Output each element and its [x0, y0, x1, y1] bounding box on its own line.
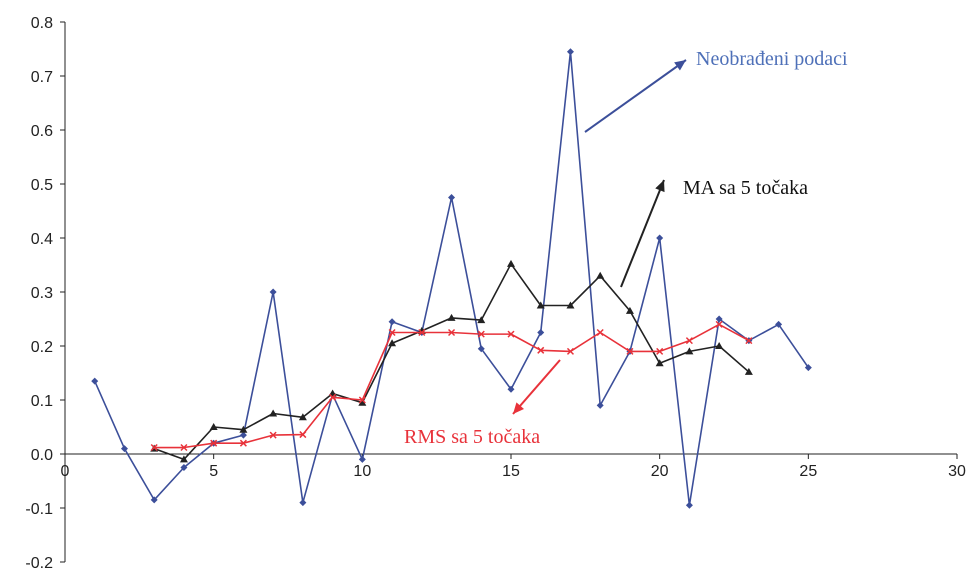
y-tick-label: 0.5: [31, 177, 53, 194]
data-point: [596, 271, 605, 279]
data-point: [566, 301, 575, 309]
data-point: [448, 328, 456, 337]
data-point: [209, 423, 218, 430]
data-point: [239, 425, 248, 433]
data-point: [239, 439, 247, 447]
y-tick-label: 0.0: [31, 447, 53, 464]
annotation-rms: RMS sa 5 točaka: [404, 426, 540, 448]
data-point: [536, 301, 545, 309]
data-point: [625, 306, 634, 314]
data-point: [537, 329, 545, 336]
data-point: [179, 455, 188, 463]
x-tick-label: 5: [209, 463, 218, 480]
data-point: [507, 385, 515, 393]
data-point: [180, 443, 188, 452]
data-point: [239, 431, 247, 439]
y-tick-label: 0.4: [31, 231, 53, 248]
data-point: [685, 501, 693, 509]
data-point: [596, 328, 604, 337]
x-tick-label: 0: [61, 463, 70, 480]
data-point: [388, 318, 396, 326]
data-point: [685, 347, 694, 355]
arrow-raw-data-head: [674, 60, 686, 71]
data-point: [150, 496, 158, 504]
data-point: [180, 464, 188, 471]
series-layer: [91, 48, 812, 509]
data-point: [358, 398, 367, 406]
data-point: [626, 347, 634, 355]
data-point: [358, 396, 366, 404]
annotations: Neobrađeni podaci MA sa 5 točaka RMS sa …: [404, 48, 848, 448]
data-point: [566, 48, 574, 56]
data-point: [269, 431, 277, 439]
data-point: [447, 313, 456, 321]
data-point: [210, 439, 218, 447]
y-tick-label: 0.6: [31, 123, 53, 140]
data-point: [655, 359, 664, 367]
data-point: [775, 320, 783, 328]
data-point: [388, 339, 397, 347]
y-tick-label: 0.7: [31, 69, 53, 86]
data-point: [507, 330, 515, 338]
data-point: [507, 259, 515, 267]
data-point: [685, 337, 693, 345]
data-point: [448, 194, 456, 201]
x-tick-label: 10: [353, 463, 371, 480]
data-point: [418, 328, 426, 337]
arrow-rms: [512, 359, 561, 415]
data-point: [596, 401, 604, 409]
data-point: [299, 431, 307, 439]
arrow-raw-data: [584, 59, 687, 133]
y-tick-label: 0.2: [31, 339, 53, 356]
data-point: [715, 342, 724, 349]
y-tick-label: -0.1: [25, 501, 53, 518]
data-point: [656, 234, 664, 242]
annotation-raw-data: Neobrađeni podaci: [696, 48, 848, 70]
data-point: [298, 413, 307, 421]
x-tick-label: 15: [502, 463, 520, 480]
arrow-rms-head: [513, 402, 524, 414]
data-point: [150, 443, 158, 452]
data-point: [329, 393, 337, 401]
data-point: [91, 377, 99, 385]
data-point: [269, 409, 278, 417]
data-point: [537, 346, 545, 354]
data-point: [715, 315, 723, 323]
data-point: [120, 445, 128, 453]
arrow-ma-head: [655, 180, 665, 193]
data-point: [388, 328, 396, 337]
y-tick-label: 0.1: [31, 393, 53, 410]
data-point: [477, 345, 485, 353]
data-point: [715, 320, 723, 328]
data-point: [744, 367, 753, 375]
axes: 0.8 0.7 0.6 0.5 0.4 0.3 0.2 0.1 0.0 -0.1 -0.2 0 5 10 1…: [25, 15, 966, 569]
y-tick-label: -0.2: [25, 555, 53, 569]
x-tick-label: 25: [799, 463, 817, 480]
x-tick-label: 30: [948, 463, 966, 480]
x-tick-label: 20: [651, 463, 669, 480]
data-point: [804, 364, 812, 372]
y-tick-label: 0.3: [31, 285, 53, 302]
data-point: [745, 337, 753, 345]
series-rms-5: [150, 320, 753, 452]
data-point: [269, 288, 277, 296]
data-point: [566, 347, 574, 355]
data-point: [656, 347, 664, 355]
arrow-ma: [620, 179, 665, 288]
y-tick-label: 0.8: [31, 15, 53, 32]
annotation-ma: MA sa 5 točaka: [683, 177, 808, 199]
data-point: [477, 330, 485, 338]
data-point: [299, 499, 307, 507]
data-point: [477, 316, 486, 324]
data-point: [358, 455, 366, 463]
